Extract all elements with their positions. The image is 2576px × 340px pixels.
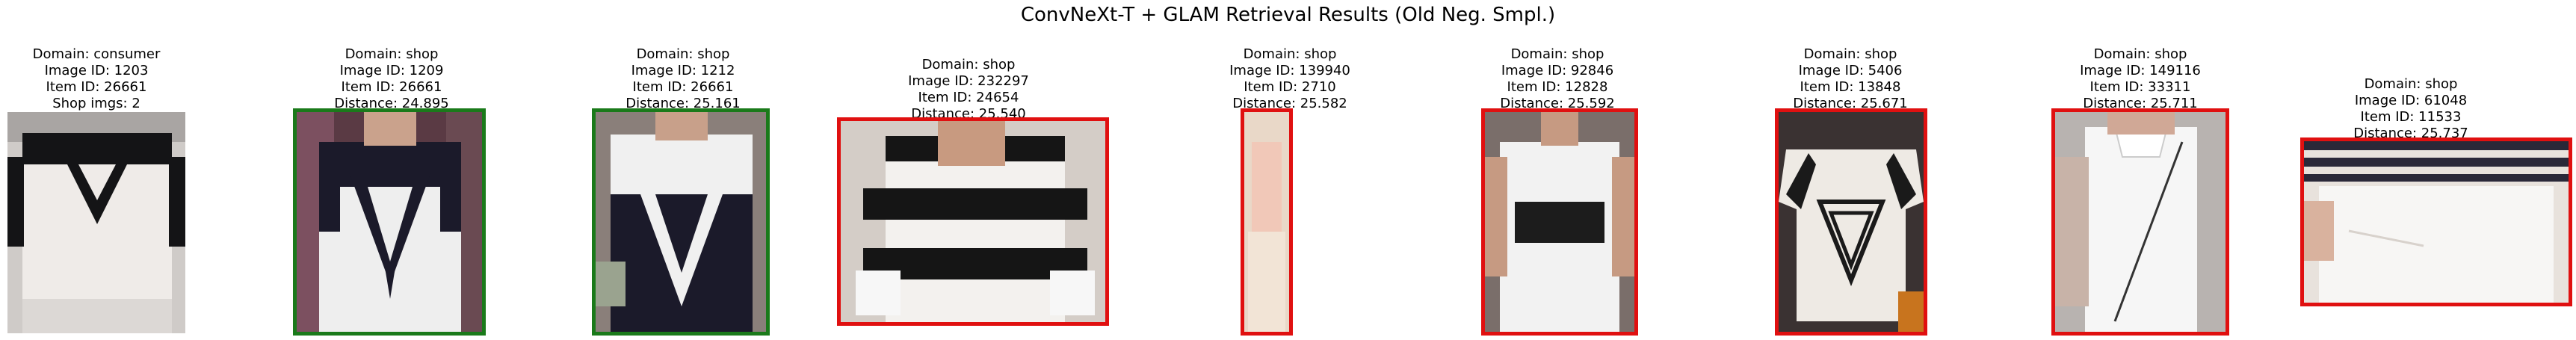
result-distance: Distance: 25.161 — [626, 96, 741, 111]
result-distance: Distance: 25.711 — [2083, 96, 2198, 111]
query-image — [7, 112, 185, 333]
result-caption: Domain: shop Image ID: 92846 Item ID: 12… — [1460, 46, 1655, 112]
result-caption: Domain: shop Image ID: 139940 Item ID: 2… — [1193, 46, 1387, 112]
result-item-id: Item ID: 13848 — [1800, 79, 1901, 95]
result-distance: Distance: 25.582 — [1232, 96, 1347, 111]
result-item-id: Item ID: 12828 — [1507, 79, 1608, 95]
result-domain: Domain: shop — [1510, 46, 1604, 62]
result-domain: Domain: shop — [2364, 76, 2458, 92]
result-image-id: Image ID: 232297 — [908, 73, 1029, 89]
result-image — [2300, 137, 2572, 306]
result-image-id: Image ID: 149116 — [2080, 63, 2201, 78]
result-item-id: Item ID: 2710 — [1244, 79, 1336, 95]
result-image-id: Image ID: 1209 — [339, 63, 444, 78]
result-image — [1241, 108, 1293, 336]
result-distance: Distance: 25.737 — [2353, 126, 2468, 141]
result-item-id: Item ID: 11533 — [2360, 109, 2462, 125]
result-image — [592, 108, 770, 336]
result-caption: Domain: shop Image ID: 5406 Item ID: 138… — [1753, 46, 1948, 112]
query-image-id: Image ID: 1203 — [44, 63, 149, 78]
result-item-id: Item ID: 26661 — [341, 79, 442, 95]
result-image-id: Image ID: 139940 — [1229, 63, 1350, 78]
query-caption: Domain: consumer Image ID: 1203 Item ID:… — [0, 46, 193, 112]
result-item-id: Item ID: 33311 — [2089, 79, 2191, 95]
result-caption: Domain: shop Image ID: 232297 Item ID: 2… — [871, 57, 1066, 123]
result-domain: Domain: shop — [921, 57, 1016, 72]
result-distance: Distance: 24.895 — [334, 96, 449, 111]
query-item-id: Item ID: 26661 — [46, 79, 147, 95]
figure-title: ConvNeXt-T + GLAM Retrieval Results (Old… — [1020, 4, 1556, 26]
result-image-id: Image ID: 1212 — [631, 63, 735, 78]
result-caption: Domain: shop Image ID: 1212 Item ID: 266… — [586, 46, 780, 112]
result-item-id: Item ID: 26661 — [632, 79, 734, 95]
result-distance: Distance: 25.671 — [1793, 96, 1908, 111]
result-caption: Domain: shop Image ID: 61048 Item ID: 11… — [2314, 76, 2508, 142]
result-domain: Domain: shop — [1243, 46, 1337, 62]
result-image — [1481, 108, 1638, 336]
result-image-id: Image ID: 5406 — [1798, 63, 1903, 78]
result-caption: Domain: shop Image ID: 1209 Item ID: 266… — [294, 46, 489, 112]
result-distance: Distance: 25.592 — [1500, 96, 1615, 111]
result-item-id: Item ID: 24654 — [918, 90, 1019, 105]
result-domain: Domain: shop — [345, 46, 439, 62]
query-domain: Domain: consumer — [32, 46, 161, 62]
result-domain: Domain: shop — [2093, 46, 2187, 62]
result-domain: Domain: shop — [1803, 46, 1897, 62]
result-caption: Domain: shop Image ID: 149116 Item ID: 3… — [2043, 46, 2237, 112]
result-image — [293, 108, 486, 336]
result-image — [2051, 108, 2229, 336]
result-image-id: Image ID: 92846 — [1501, 63, 1614, 78]
query-shop-imgs: Shop imgs: 2 — [52, 96, 140, 111]
result-image — [837, 117, 1109, 326]
result-image-id: Image ID: 61048 — [2354, 93, 2468, 108]
result-domain: Domain: shop — [636, 46, 730, 62]
result-image — [1775, 108, 1927, 336]
